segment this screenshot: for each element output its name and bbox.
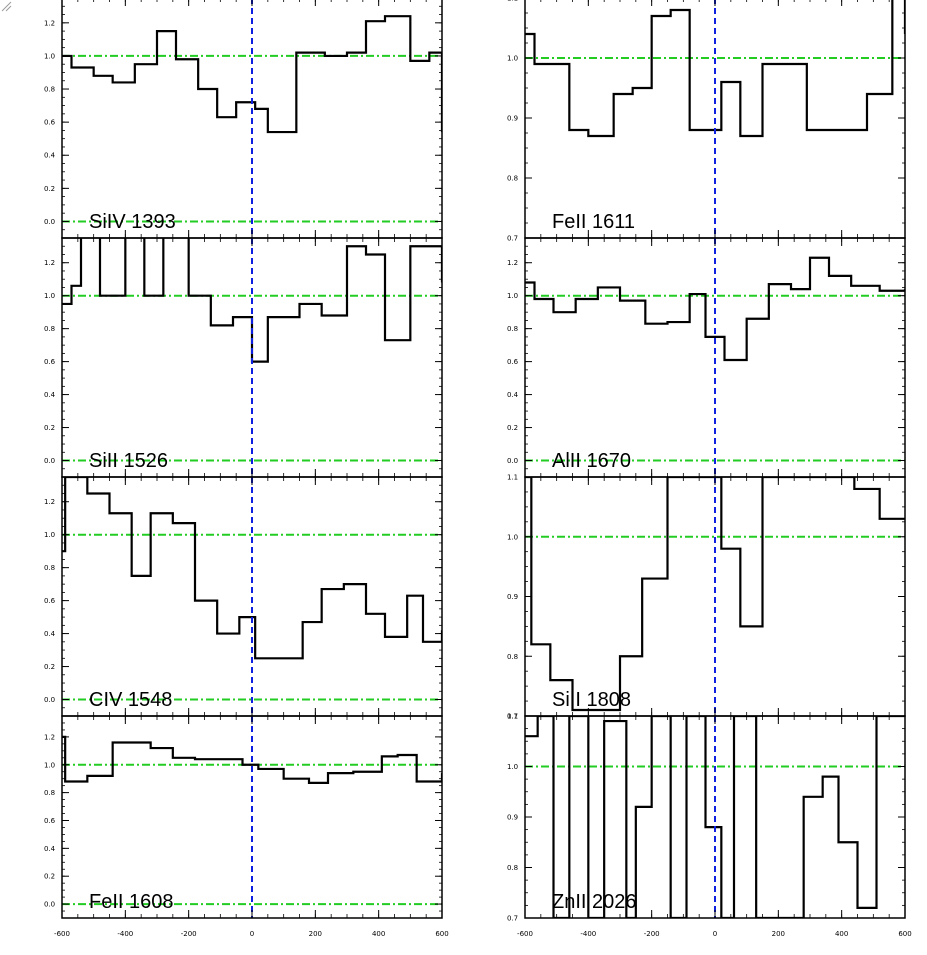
y-tick-label: 0.8 (507, 175, 518, 183)
y-tick-label: 0.4 (44, 845, 56, 853)
y-tick-label: 0.6 (44, 119, 56, 127)
y-tick-label: 1.2 (44, 733, 55, 741)
y-tick-label: 1.2 (507, 259, 518, 267)
y-tick-label: 0.0 (44, 901, 55, 909)
panel-label: CIV 1548 (89, 689, 172, 711)
y-tick-label: 1.1 (507, 474, 518, 482)
y-tick-label: 1.0 (44, 292, 55, 300)
y-tick-label: 1.0 (507, 533, 518, 541)
x-tick-label: -200 (181, 930, 197, 938)
y-tick-label: 0.7 (507, 235, 518, 243)
y-tick-label: 0.9 (507, 593, 518, 601)
resize-grip-icon[interactable] (0, 0, 12, 12)
x-tick-label: 600 (898, 930, 911, 938)
y-tick-label: 1.0 (507, 292, 518, 300)
y-tick-label: 0.9 (507, 814, 518, 822)
panel-3: 0.0 0.2 0.4 0.6 0.8 1.0 1.2 AlII 1670 (507, 237, 906, 478)
y-tick-label: 0.8 (44, 86, 55, 94)
panel-label: AlII 1670 (552, 450, 631, 472)
panel-5: 0.7 0.8 0.9 1.0 1.1 SiII 1808 (507, 474, 906, 721)
spectrum-trace (62, 15, 442, 134)
y-tick-label: 1.0 (507, 763, 518, 771)
spectrum-trace (62, 477, 442, 660)
panel-label: SiII 1526 (89, 450, 168, 472)
y-tick-label: 0.6 (507, 358, 519, 366)
panel-4: 0.0 0.2 0.4 0.6 0.8 1.0 1.2 CIV 1548 (44, 476, 443, 717)
y-tick-label: 0.8 (44, 564, 55, 572)
y-tick-label: 0.2 (44, 873, 55, 881)
panel-label: ZnII 2026 (552, 891, 637, 913)
x-tick-label: 200 (772, 930, 785, 938)
y-tick-label: 0.2 (44, 185, 55, 193)
panel-label: SiII 1808 (552, 689, 631, 711)
y-tick-label: 0.9 (507, 115, 518, 123)
spectrum-trace (525, 477, 905, 712)
y-tick-label: 1.0 (44, 761, 55, 769)
y-tick-label: 0.6 (44, 817, 56, 825)
y-tick-label: 0.0 (507, 457, 518, 465)
panel-label: FeII 1608 (89, 891, 174, 913)
spectrum-trace (525, 0, 905, 138)
x-tick-label: 400 (835, 930, 848, 938)
x-tick-label: 400 (372, 930, 385, 938)
y-tick-label: 1.1 (507, 713, 518, 721)
y-tick-label: 0.2 (44, 663, 55, 671)
y-tick-label: 1.2 (44, 259, 55, 267)
panel-label: FeII 1611 (552, 211, 635, 233)
y-tick-label: 0.0 (44, 696, 55, 704)
y-tick-label: 0.8 (44, 325, 55, 333)
y-tick-label: 0.4 (44, 391, 56, 399)
x-tick-label: 0 (713, 930, 717, 938)
panel-7: 0.7 0.8 0.9 1.0 1.1 ZnII 2026 (507, 713, 906, 923)
y-tick-label: 1.0 (44, 52, 55, 60)
y-tick-label: 1.0 (44, 531, 55, 539)
y-tick-label: 0.8 (44, 789, 55, 797)
spectrum-trace (525, 716, 905, 918)
y-tick-label: 0.4 (44, 630, 56, 638)
y-tick-label: 0.0 (44, 457, 55, 465)
y-tick-label: 0.4 (44, 152, 56, 160)
y-tick-label: 1.1 (507, 0, 518, 3)
spectrum-trace (62, 238, 442, 363)
y-tick-label: 0.7 (507, 915, 518, 923)
panel-label: SiIV 1393 (89, 211, 176, 233)
y-tick-label: 1.0 (507, 55, 518, 63)
y-tick-label: 1.2 (44, 498, 55, 506)
y-tick-label: 0.0 (44, 218, 55, 226)
x-tick-label: -400 (117, 930, 133, 938)
y-tick-label: 0.2 (507, 424, 518, 432)
y-tick-label: 1.2 (44, 19, 55, 27)
y-tick-label: 0.2 (44, 424, 55, 432)
y-tick-label: 0.8 (507, 325, 518, 333)
panel-6: 0.0 0.2 0.4 0.6 0.8 1.0 1.2 FeII 1608 (44, 715, 443, 919)
y-tick-label: 0.8 (507, 653, 518, 661)
x-tick-label: 200 (309, 930, 322, 938)
y-tick-label: 0.6 (44, 597, 56, 605)
x-tick-label: -400 (580, 930, 596, 938)
panel-2: 0.0 0.2 0.4 0.6 0.8 1.0 1.2 SiII 1526 (44, 237, 443, 478)
x-tick-label: 0 (250, 930, 254, 938)
y-tick-label: 0.7 (507, 713, 518, 721)
x-tick-label: 600 (435, 930, 448, 938)
spectrum-trace (62, 735, 442, 784)
y-tick-label: 0.4 (507, 391, 519, 399)
x-tick-label: -600 (517, 930, 533, 938)
y-tick-label: 0.8 (507, 864, 518, 872)
x-tick-label: -200 (644, 930, 660, 938)
panel-1: 0.7 0.8 0.9 1.0 1.1 FeII 1611 (507, 0, 906, 243)
spectrum-trace (525, 256, 905, 362)
panel-0: 0.0 0.2 0.4 0.6 0.8 1.0 1.2 SiIV 1393 (44, 0, 443, 239)
x-tick-label: -600 (54, 930, 70, 938)
y-tick-label: 0.6 (44, 358, 56, 366)
